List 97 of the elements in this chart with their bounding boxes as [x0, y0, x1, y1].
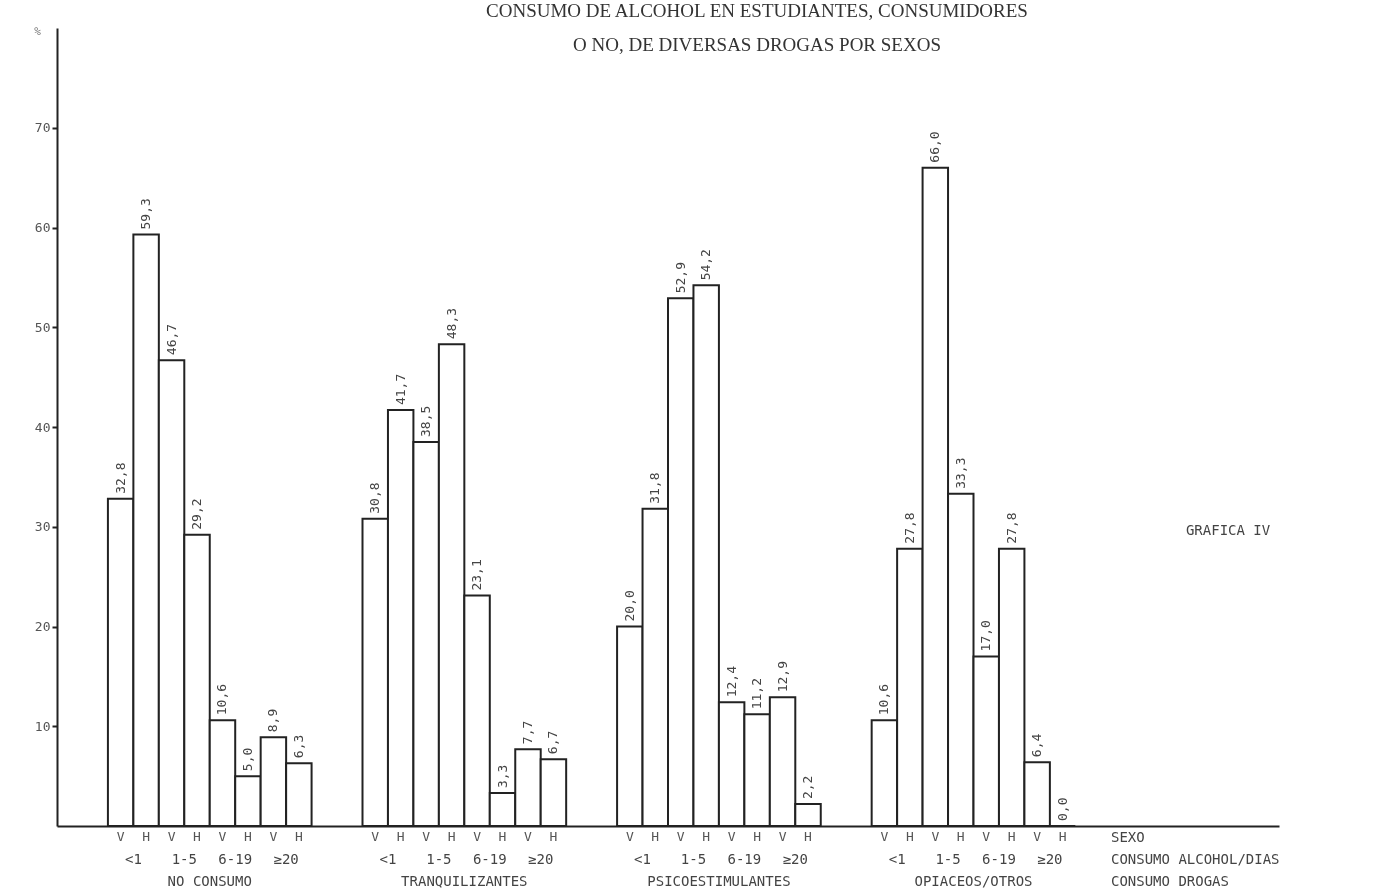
x-tick-label: V [524, 828, 533, 844]
text: <1 [634, 851, 651, 867]
data-label: 66,0 [927, 131, 943, 163]
x-tick-label: H [651, 828, 660, 844]
x-tick-label: H [956, 828, 965, 844]
data-label: 52,9 [672, 262, 688, 294]
text: 6-19 [727, 851, 762, 867]
y-tick-label: 40 [34, 419, 51, 435]
data-label: 31,8 [647, 472, 663, 504]
data-label: 6,7 [545, 730, 561, 755]
data-label: 12,4 [723, 665, 739, 698]
text: <1 [124, 851, 142, 867]
x-tick-label: H [142, 828, 151, 844]
text: 1-5 [426, 851, 452, 867]
data-label: 33,3 [952, 457, 968, 489]
x-tick-label: H [905, 828, 914, 844]
text: 1-5 [935, 851, 961, 867]
data-label: 46,7 [163, 323, 179, 356]
data-label: 10,6 [876, 683, 892, 716]
y-tick-label: 10 [34, 718, 51, 734]
x-tick-label: V [727, 828, 736, 844]
text: NO CONSUMO [167, 873, 252, 889]
data-label: 10,6 [214, 683, 230, 716]
text: <1 [888, 851, 906, 867]
data-label: 20,0 [621, 590, 637, 622]
x-tick-label: H [1007, 828, 1016, 844]
data-label: 5,0 [239, 747, 255, 772]
x-tick-label: H [702, 828, 711, 844]
y-tick-label: 20 [34, 619, 51, 634]
x-tick-label: V [1033, 828, 1042, 844]
x-tick-label: V [676, 828, 685, 844]
x-tick-label: H [498, 828, 507, 844]
x-tick-label: V [778, 828, 787, 844]
text: ≥20 [528, 851, 554, 867]
x-tick-label: V [218, 828, 227, 844]
text: 1-5 [680, 851, 707, 867]
text: ≥20 [1037, 851, 1063, 867]
text: 1-5 [171, 851, 197, 867]
x-tick-label: H [804, 828, 812, 844]
x-tick-label: V [982, 828, 991, 844]
text: PSICOESTIMULANTES [647, 873, 791, 889]
text: ≥20 [273, 851, 299, 867]
data-label: 38,5 [418, 405, 434, 437]
data-label: 29,2 [189, 498, 205, 530]
data-label: 27,8 [1003, 512, 1019, 544]
y-tick-label: 30 [34, 519, 51, 535]
data-label: 54,2 [698, 249, 714, 281]
data-label: 30,8 [367, 482, 383, 514]
data-label: 2,2 [800, 775, 816, 800]
chart-title: CONSUMO DE ALCOHOL EN ESTUDIANTES, CONSUMIDORES O NO, DE DIVERSAS DROGAS POR SEXOS [486, 0, 1028, 55]
x-tick-label: V [371, 828, 380, 844]
text: CONSUMO DROGAS [1110, 873, 1229, 889]
x-tick-label: H [1058, 828, 1067, 844]
x-tick-label: H [244, 828, 252, 844]
data-label: 23,1 [469, 559, 485, 591]
data-label: 48,3 [443, 307, 459, 340]
x-tick-label: V [880, 828, 889, 844]
text: TRANQUILIZANTES [401, 873, 528, 889]
x-tick-label: V [116, 828, 125, 844]
x-tick-label: V [931, 828, 940, 844]
data-label: 32,8 [112, 462, 128, 494]
data-label: 27,8 [901, 512, 917, 544]
x-tick-label: H [193, 828, 201, 844]
data-label: 6,4 [1029, 733, 1045, 758]
x-tick-label: V [473, 828, 482, 844]
data-label: 59,3 [138, 198, 154, 230]
text: OPIACEOS/OTROS [914, 873, 1033, 889]
x-tick-label: H [753, 828, 762, 844]
text: 6-19 [218, 851, 253, 867]
data-label: 41,7 [392, 373, 408, 406]
x-tick-label: V [269, 828, 278, 844]
annotation: GRAFICA IV [1185, 522, 1271, 538]
y-tick-label: 50 [34, 319, 51, 335]
data-label: 0,0 [1054, 797, 1070, 821]
data-label: 17,0 [978, 620, 994, 652]
x-tick-label: H [294, 828, 303, 844]
text: SEXO [1110, 829, 1145, 845]
x-tick-label: H [396, 828, 405, 844]
y-tick-label: 70 [34, 120, 51, 136]
text: 6-19 [982, 851, 1016, 867]
data-label: 3,3 [494, 764, 510, 789]
text: 6-19 [472, 851, 507, 867]
data-label: 7,7 [519, 720, 535, 745]
x-tick-label: H [549, 828, 558, 844]
text: <1 [379, 851, 397, 867]
data-label: 12,9 [774, 661, 790, 693]
x-tick-label: V [422, 828, 431, 844]
data-label: 11,2 [749, 677, 765, 710]
y-tick-label: 60 [34, 220, 51, 235]
data-label: 8,9 [265, 708, 281, 733]
x-tick-label: V [167, 828, 176, 844]
text: CONSUMO ALCOHOL/DIAS [1110, 851, 1280, 867]
x-tick-label: H [447, 828, 456, 844]
data-label: 6,3 [290, 734, 306, 759]
x-tick-label: V [625, 828, 634, 844]
text: ≥20 [782, 851, 808, 867]
y-axis-title: % [34, 24, 42, 38]
